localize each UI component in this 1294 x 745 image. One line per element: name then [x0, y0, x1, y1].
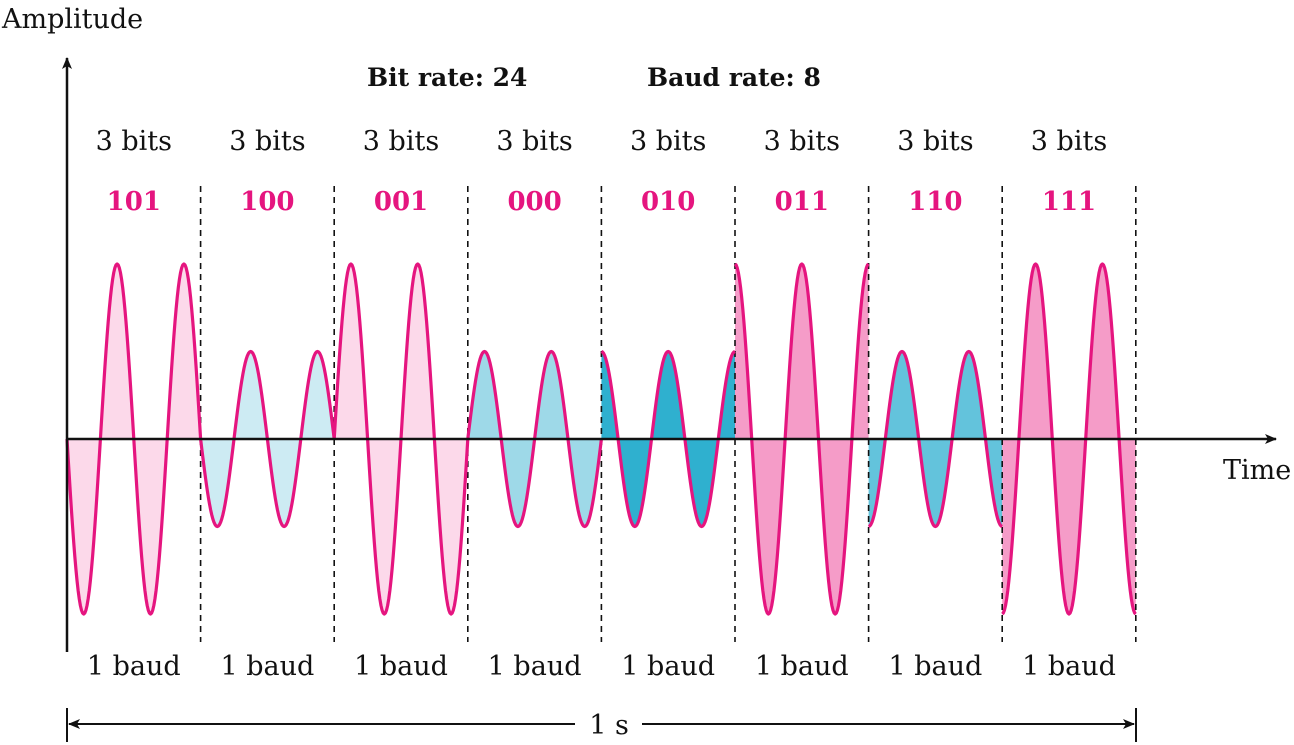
bit-code-label: 100 [240, 187, 294, 217]
bits-label: 3 bits [96, 126, 172, 157]
segment-wave-011 [733, 262, 870, 616]
bit-code-label: 101 [107, 187, 161, 217]
bits-label: 3 bits [1031, 126, 1107, 157]
x-axis-label: Time [1223, 455, 1291, 486]
segment-wave-111 [1001, 262, 1137, 616]
baud-rate-label: Baud rate: 8 [647, 63, 821, 92]
segment-labels: 3 bits 101 1 baud 3 bits 100 1 baud 3 bits 001 1… [87, 126, 1116, 682]
baud-label: 1 baud [888, 651, 982, 682]
segment-wave-010 [600, 349, 736, 529]
bit-code-label: 011 [775, 187, 829, 217]
baud-label: 1 baud [621, 651, 715, 682]
duration-label: 1 s [589, 710, 629, 741]
baud-label: 1 baud [488, 651, 582, 682]
bits-label: 3 bits [630, 126, 706, 157]
baud-dividers [199, 186, 1137, 642]
bit-code-label: 010 [641, 187, 695, 217]
bit-code-label: 000 [507, 187, 561, 217]
baud-label: 1 baud [220, 651, 314, 682]
baud-label: 1 baud [87, 651, 181, 682]
bits-label: 3 bits [496, 126, 572, 157]
baud-label: 1 baud [755, 651, 849, 682]
y-axis-label: Amplitude [1, 4, 143, 35]
bits-label: 3 bits [363, 126, 439, 157]
baud-label: 1 baud [1022, 651, 1116, 682]
bits-label: 3 bits [764, 126, 840, 157]
bit-code-label: 111 [1042, 187, 1096, 217]
bit-code-label: 001 [374, 187, 428, 217]
segment-wave-110 [867, 349, 1003, 529]
bit-code-label: 110 [908, 187, 962, 217]
bits-label: 3 bits [229, 126, 305, 157]
bit-rate-label: Bit rate: 24 [367, 63, 527, 92]
baud-label: 1 baud [354, 651, 448, 682]
bits-label: 3 bits [897, 126, 973, 157]
